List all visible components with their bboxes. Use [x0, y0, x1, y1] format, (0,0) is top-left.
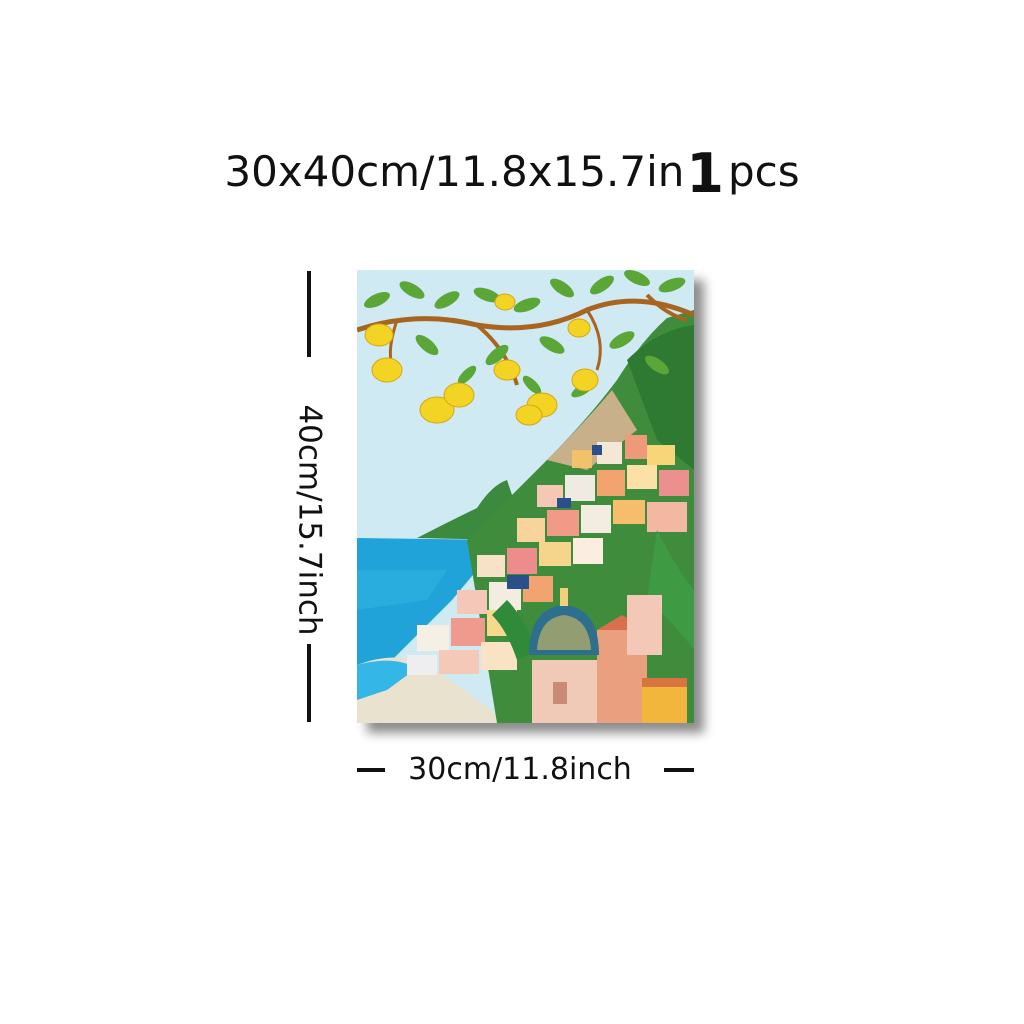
height-dimension-label: 40cm/15.7inch: [292, 404, 329, 636]
quantity-unit: pcs: [728, 147, 800, 196]
height-dimension-line-top: [307, 271, 311, 357]
amalfi-coast-painting: [357, 270, 694, 723]
quantity-number: 1: [686, 142, 724, 205]
product-size-headline: 30x40cm/11.8x15.7in1pcs: [0, 138, 1024, 205]
size-text: 30x40cm/11.8x15.7in: [224, 147, 685, 196]
width-dimension-label: 30cm/11.8inch: [408, 752, 632, 787]
height-dimension-line-bottom: [307, 644, 311, 722]
lemon-branch: [357, 270, 694, 426]
width-dimension-line-right: [664, 768, 694, 772]
church: [529, 588, 687, 723]
town-buildings: [407, 435, 689, 675]
canvas-print: [357, 270, 694, 723]
width-dimension-line-left: [357, 768, 385, 772]
